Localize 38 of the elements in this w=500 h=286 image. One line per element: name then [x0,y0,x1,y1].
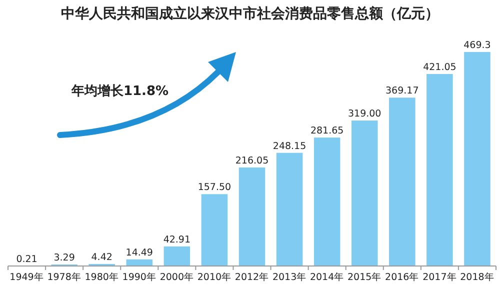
x-tick-label: 1949年 [10,271,44,283]
data-label: 14.49 [126,247,153,258]
bar [126,259,153,266]
bar [464,52,490,266]
x-tick-label: 2012年 [234,271,270,283]
x-tick-label: 1978年 [47,271,82,283]
x-tick-label: 2010年 [197,271,232,283]
data-label: 248.15 [272,140,306,152]
x-tick-label: 2015年 [348,271,382,283]
x-tick-label: 2013年 [272,271,307,283]
bar [389,98,416,266]
x-tick-label: 2014年 [310,271,344,283]
data-label: 157.50 [198,182,232,194]
bar [351,120,378,266]
data-label: 3.29 [54,252,75,264]
data-label: 469.3 [464,40,491,51]
x-tick-label: 2017年 [422,271,457,283]
x-tick-label: 2016年 [385,271,420,283]
bar [164,246,190,266]
data-label: 369.17 [386,86,419,97]
bar [238,167,266,266]
data-label: 42.91 [163,234,191,246]
annotation: 年均增长11.8% [70,84,169,99]
x-tick-label: 1980年 [84,271,119,283]
data-label: 319.00 [348,108,382,120]
bar [276,152,303,266]
x-tick-label: 2000年 [160,271,194,283]
data-label: 4.42 [91,252,112,263]
bar [201,194,228,266]
data-label: 216.05 [235,155,269,166]
data-label: 281.65 [310,126,344,137]
x-tick-label: 1990年 [122,271,156,283]
data-label: 421.05 [423,62,456,73]
data-label: 0.21 [16,254,38,265]
chart-title: 中华人民共和国成立以来汉中市社会消费品零售总额（亿元） [61,5,439,22]
bar [426,74,453,266]
bar [314,138,340,266]
x-tick-label: 2018年 [460,271,494,283]
